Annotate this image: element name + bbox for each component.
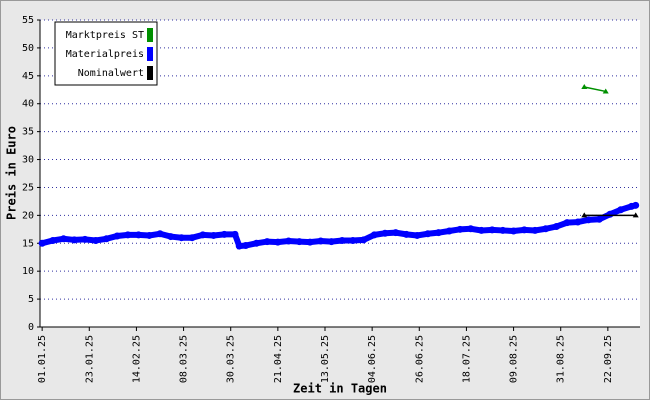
- point: [327, 238, 335, 246]
- point: [70, 236, 78, 244]
- point: [370, 231, 378, 239]
- point: [124, 231, 132, 239]
- point: [199, 231, 207, 239]
- point: [81, 235, 89, 243]
- point: [632, 212, 639, 218]
- point: [210, 231, 218, 239]
- point: [520, 226, 528, 234]
- y-tick-label: 40: [22, 99, 34, 110]
- point: [435, 229, 443, 237]
- point: [531, 226, 539, 234]
- point: [617, 206, 625, 214]
- y-tick-label: 25: [22, 182, 34, 193]
- point: [60, 235, 68, 243]
- legend-swatch: [147, 66, 153, 80]
- y-tick-label: 35: [22, 127, 34, 138]
- point: [595, 215, 603, 223]
- point: [188, 234, 196, 242]
- point: [285, 237, 293, 245]
- point: [242, 242, 250, 250]
- point: [477, 226, 485, 234]
- point: [306, 238, 314, 246]
- point: [602, 88, 609, 94]
- x-tick-label: 30.03.25: [226, 335, 237, 383]
- point: [488, 226, 496, 234]
- point: [349, 236, 357, 244]
- point: [338, 236, 346, 244]
- x-tick-label: 22.09.25: [603, 335, 614, 383]
- x-tick-label: 08.03.25: [179, 335, 190, 383]
- point: [456, 225, 464, 233]
- x-tick-label: 23.01.25: [84, 335, 95, 383]
- point: [510, 227, 518, 235]
- series-line: [584, 86, 606, 93]
- x-tick-label: 09.08.25: [509, 335, 520, 383]
- point: [467, 225, 475, 233]
- legend-label: Marktpreis ST: [66, 30, 144, 41]
- point: [402, 230, 410, 238]
- legend-box: [54, 21, 158, 86]
- x-tick-label: 01.01.25: [37, 335, 48, 383]
- point: [102, 235, 110, 243]
- point: [499, 226, 507, 234]
- point: [542, 225, 550, 233]
- x-axis-label: Zeit in Tagen: [293, 382, 387, 396]
- y-tick-label: 50: [22, 43, 34, 54]
- point: [632, 201, 640, 209]
- x-tick-label: 31.08.25: [556, 335, 567, 383]
- legend-swatch: [147, 47, 153, 61]
- point: [581, 212, 588, 218]
- y-tick-label: 20: [22, 210, 34, 221]
- y-tick-label: 45: [22, 71, 34, 82]
- point: [381, 229, 389, 237]
- y-tick-label: 55: [22, 15, 34, 26]
- point: [92, 236, 100, 244]
- point: [360, 236, 368, 244]
- y-tick-label: 15: [22, 238, 34, 249]
- point: [552, 223, 560, 231]
- point: [167, 233, 175, 241]
- y-tick-label: 0: [28, 322, 34, 333]
- point: [274, 238, 282, 246]
- point: [445, 227, 453, 235]
- point: [135, 231, 143, 239]
- point: [49, 236, 57, 244]
- point: [113, 232, 121, 240]
- x-tick-label: 13.05.25: [320, 335, 331, 383]
- point: [581, 83, 588, 89]
- point: [574, 218, 582, 226]
- x-tick-label: 14.02.25: [131, 335, 142, 383]
- point: [145, 231, 153, 239]
- x-tick-label: 04.06.25: [367, 335, 378, 383]
- point: [424, 230, 432, 238]
- legend-swatch: [147, 28, 153, 42]
- point: [263, 238, 271, 246]
- point: [317, 237, 325, 245]
- x-tick-label: 26.06.25: [414, 335, 425, 383]
- point: [156, 230, 164, 238]
- point: [38, 239, 46, 247]
- point: [231, 230, 239, 238]
- x-tick-label: 21.04.25: [273, 335, 284, 383]
- point: [392, 229, 400, 237]
- series-line: [41, 202, 637, 250]
- y-tick-label: 30: [22, 155, 34, 166]
- point: [413, 231, 421, 239]
- point: [563, 219, 571, 227]
- point: [235, 242, 243, 250]
- point: [220, 230, 228, 238]
- y-axis-label: Preis in Euro: [5, 126, 19, 220]
- point: [295, 238, 303, 246]
- legend-label: Nominalwert: [78, 68, 144, 79]
- y-tick-label: 5: [28, 294, 34, 305]
- point: [177, 234, 185, 242]
- point: [585, 216, 593, 224]
- point: [606, 210, 614, 218]
- y-tick-label: 10: [22, 266, 34, 277]
- legend-label: Materialpreis: [66, 49, 144, 60]
- x-tick-label: 18.07.25: [461, 335, 472, 383]
- point: [252, 239, 260, 247]
